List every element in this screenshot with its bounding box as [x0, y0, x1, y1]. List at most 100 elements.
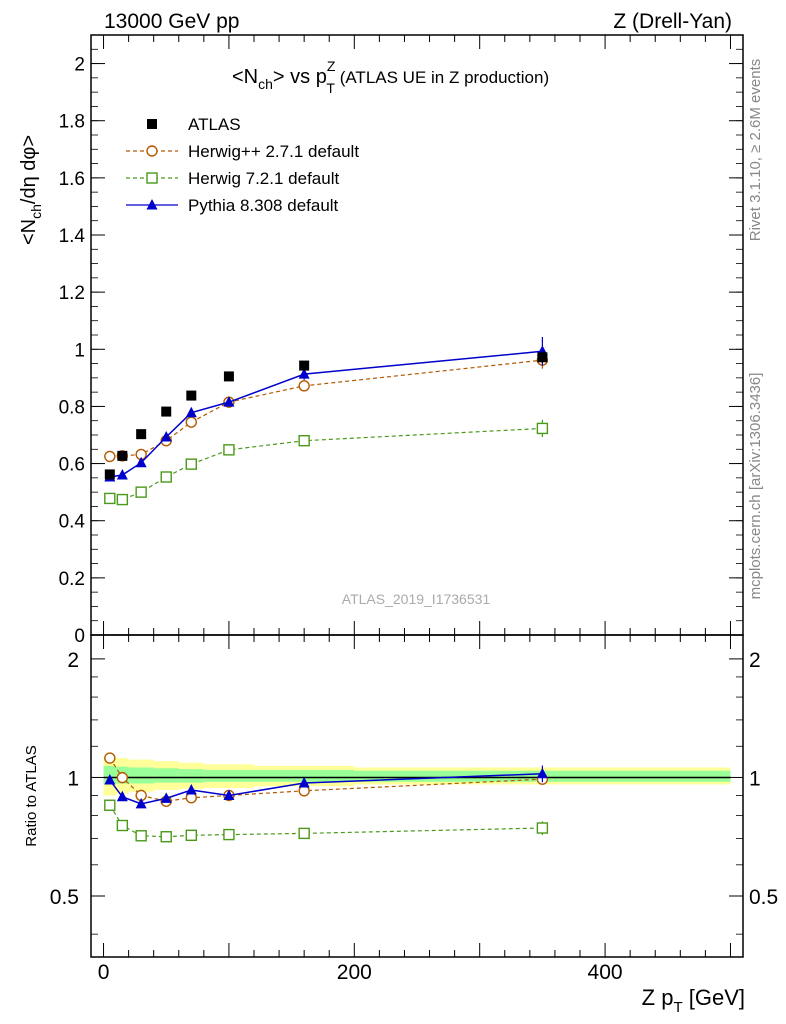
ratio-point [298, 827, 310, 840]
upper-y-tick-label: 0.8 [59, 397, 85, 418]
ratio-point [298, 777, 310, 788]
upper-panel-ticks: 0 0.2 0.4 0.6 0.8 1 1.2 1.4 1.6 1.8 2 [59, 35, 743, 647]
lower-y-tick-label: 2 [67, 649, 79, 672]
green-band [203, 769, 254, 782]
green-band [128, 767, 154, 784]
ratio-point [116, 771, 129, 784]
ratio-series-square [104, 799, 549, 843]
x-tick-label: 200 [337, 961, 372, 984]
legend: ATLAS Herwig++ 2.7.1 default Herwig 7.2.1 … [126, 115, 359, 215]
ratio-point [116, 790, 128, 802]
ratio-point [223, 828, 235, 841]
ratio-series-triangle [104, 765, 548, 809]
ratio-point [185, 829, 198, 842]
lower-y-axis-label: Ratio to ATLAS [23, 745, 40, 846]
ratio-point [104, 799, 116, 811]
ratio-line [109, 804, 543, 838]
upper-y-tick-label: 1.4 [59, 226, 86, 247]
data-point [299, 360, 310, 371]
data-point [298, 380, 310, 392]
series-line [109, 427, 543, 501]
data-point [185, 458, 198, 470]
ratio-point [104, 752, 116, 764]
ratio-point [116, 819, 129, 832]
data-point [298, 435, 310, 447]
ratio-point [185, 784, 197, 795]
series-circle [104, 351, 549, 463]
upper-y-tick-label: 1.8 [59, 112, 85, 133]
legend-label: ATLAS [188, 115, 241, 134]
upper-y-tick-label: 0.4 [59, 512, 86, 533]
data-point [117, 450, 128, 461]
data-point [135, 456, 147, 468]
upper-y-tick-label: 2 [74, 55, 85, 76]
data-point [104, 450, 116, 463]
lower-panel-series [104, 752, 549, 843]
ratio-point [160, 792, 172, 803]
data-point [136, 429, 147, 440]
upper-y-tick-label: 1 [74, 340, 85, 361]
data-point [186, 390, 197, 401]
upper-y-tick-label: 0.2 [59, 569, 85, 590]
legend-marker [146, 172, 158, 184]
green-band [153, 768, 179, 783]
header-left: 13000 GeV pp [104, 10, 239, 33]
upper-y-axis-label: <Nch/dη dφ> [18, 135, 44, 245]
lower-y-tick-label-right: 2 [749, 649, 761, 672]
ratio-point [536, 767, 548, 779]
ratio-point [223, 789, 235, 800]
data-point [135, 486, 147, 498]
lower-panel-frame [90, 634, 744, 958]
lower-panel-uncertainty-bands [103, 756, 731, 796]
rivet-version-label: Rivet 3.1.10, ≥ 2.6M events [747, 59, 764, 242]
legend-label: Herwig 7.2.1 default [188, 169, 339, 188]
data-point [161, 406, 172, 417]
series-data [104, 351, 548, 480]
ratio-line [109, 757, 543, 802]
data-point [298, 368, 310, 379]
data-point [185, 416, 198, 428]
chart-title: <Nch> vs pZ T (ATLAS UE in Z production) [232, 58, 549, 96]
data-point [104, 469, 115, 480]
ratio-point [135, 797, 147, 809]
lower-y-tick-label: 0.5 [50, 886, 79, 909]
ratio-point [104, 774, 116, 785]
upper-y-tick-label: 0 [74, 626, 85, 647]
series-line [109, 359, 543, 458]
lower-y-tick-label-right: 0.5 [749, 886, 778, 909]
upper-panel-series [104, 337, 549, 506]
legend-marker [147, 119, 157, 129]
data-point [185, 406, 197, 418]
data-point [223, 371, 234, 382]
green-band [178, 769, 204, 783]
data-point [104, 492, 116, 505]
lower-panel-ticks: 0.5 0.5 1 1 2 2 0 200 400 [50, 635, 778, 984]
header-right: Z (Drell-Yan) [613, 10, 732, 33]
data-point [116, 493, 129, 506]
legend-label: Pythia 8.308 default [188, 196, 339, 215]
x-axis-label: Z pT [GeV] [642, 985, 745, 1016]
upper-y-tick-label: 1.2 [59, 283, 85, 304]
x-tick-label: 0 [98, 961, 110, 984]
upper-y-tick-label: 1.6 [59, 169, 85, 190]
series-square [104, 419, 549, 506]
lower-y-tick-label: 1 [67, 767, 79, 790]
legend-marker [146, 145, 158, 157]
ratio-point [536, 822, 549, 834]
upper-y-tick-label: 0.6 [59, 455, 85, 476]
data-point [160, 471, 172, 483]
mcplots-label: mcplots.cern.ch [arXiv:1306.3436] [747, 373, 764, 600]
analysis-watermark: ATLAS_2019_I1736531 [342, 591, 491, 607]
data-point [537, 352, 548, 363]
data-point [223, 444, 235, 456]
legend-marker [146, 199, 158, 210]
lower-y-tick-label-right: 1 [749, 767, 761, 790]
data-point [536, 422, 549, 435]
green-band [254, 769, 355, 782]
legend-label: Herwig++ 2.7.1 default [188, 142, 359, 161]
data-point [223, 396, 235, 407]
ratio-point [160, 831, 172, 843]
x-tick-label: 400 [588, 961, 623, 984]
data-point [160, 431, 172, 442]
